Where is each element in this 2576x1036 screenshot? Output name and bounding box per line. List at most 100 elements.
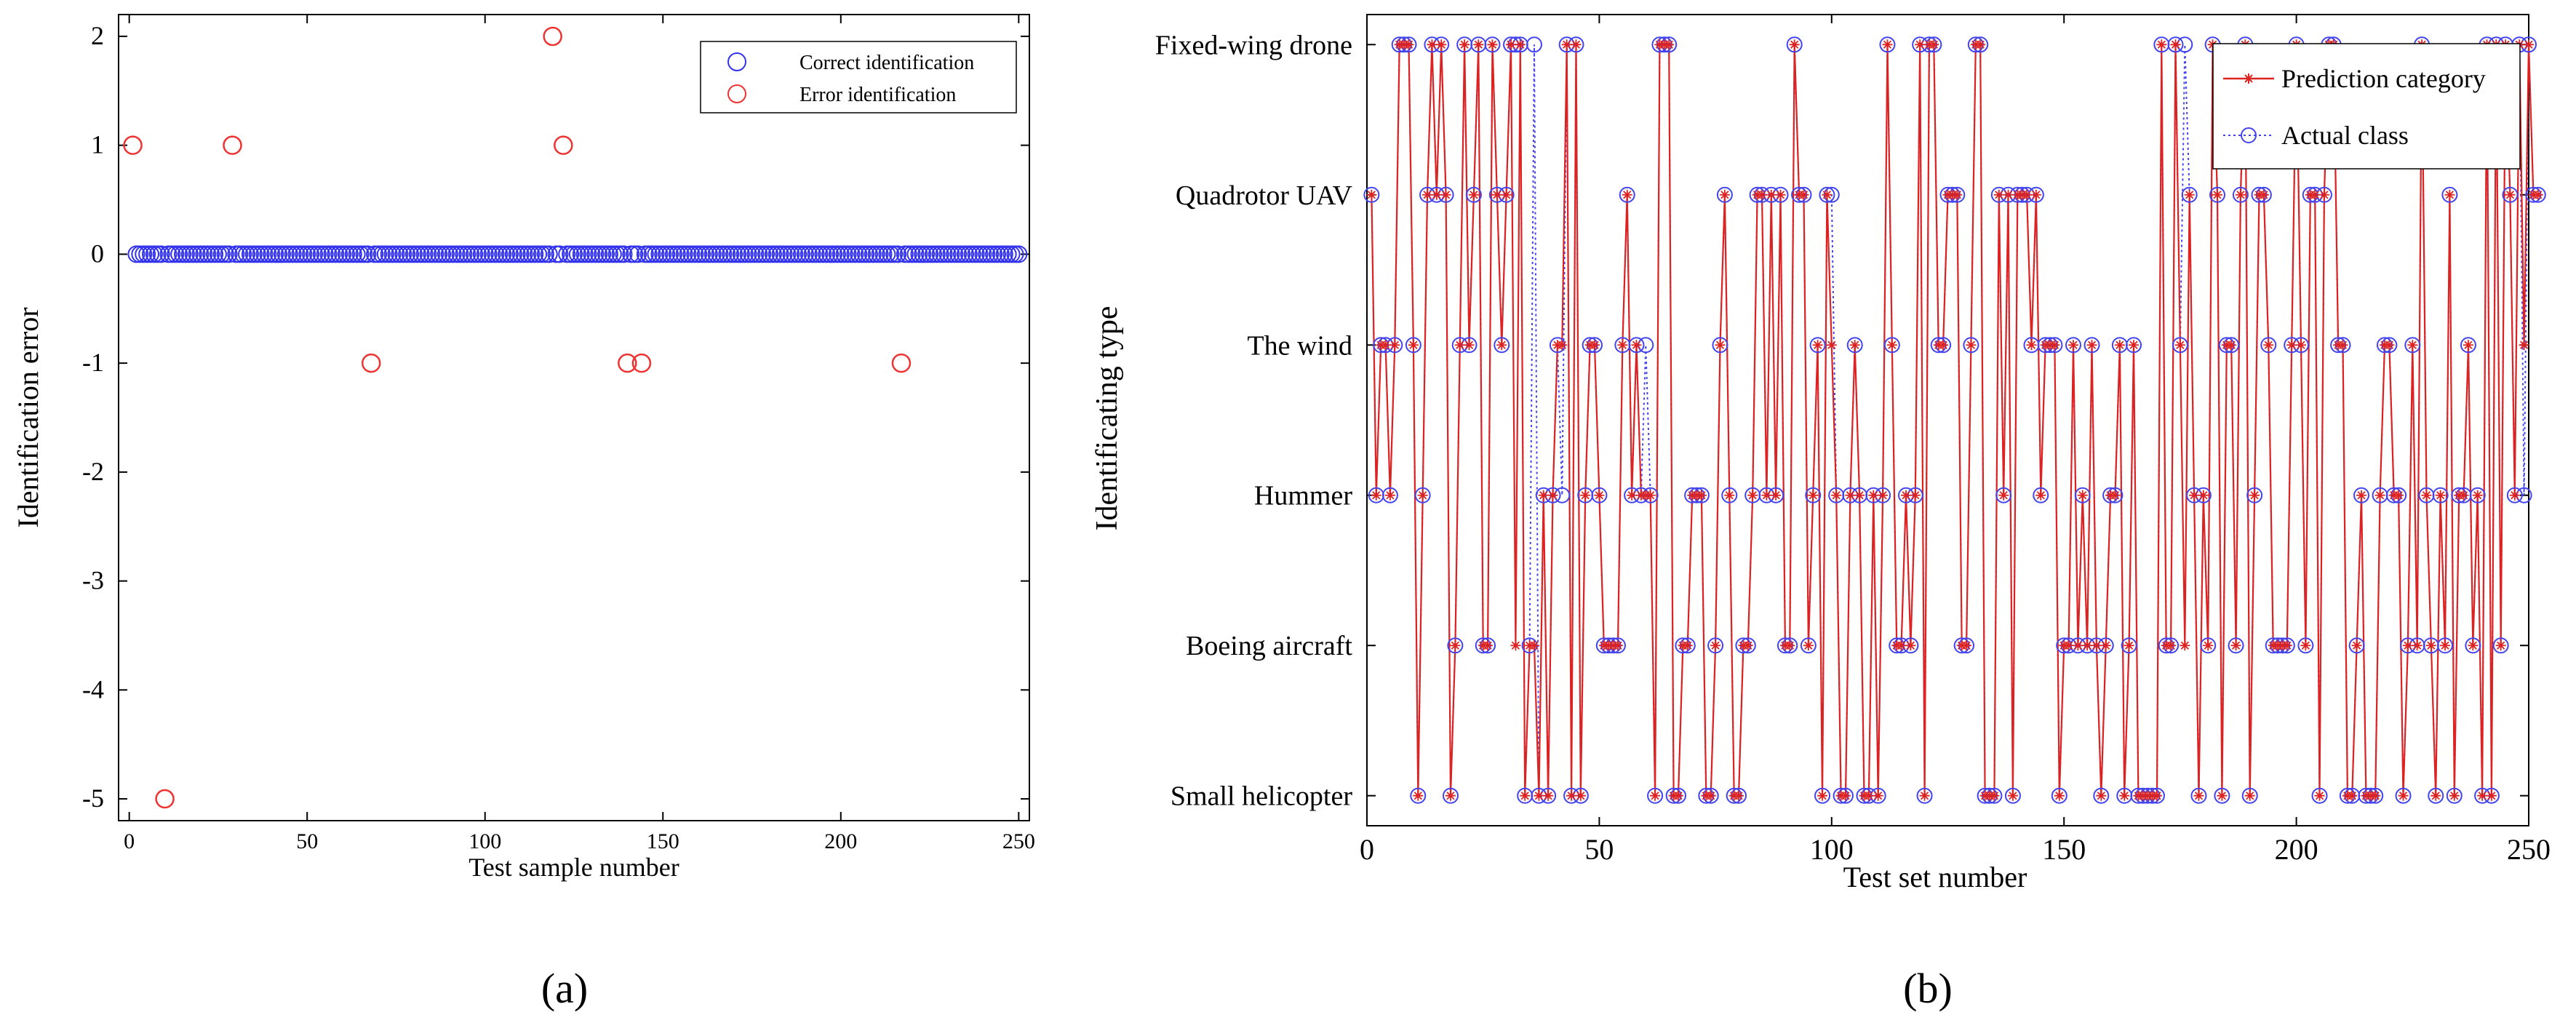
correct-point [551, 245, 569, 263]
prediction-marker [2468, 640, 2479, 651]
correct-point [295, 245, 313, 263]
x-tick-label: 250 [2507, 833, 2551, 866]
actual-class-marker [2181, 186, 2198, 203]
correct-point [515, 245, 533, 263]
correct-point [575, 245, 594, 263]
prediction-marker [1491, 189, 1502, 200]
correct-point [931, 245, 949, 263]
correct-point [867, 245, 885, 263]
prediction-marker [1873, 790, 1883, 801]
actual-class-marker [2209, 186, 2226, 203]
correct-point [479, 245, 498, 263]
prediction-marker [1868, 490, 1879, 501]
correct-point [131, 245, 149, 263]
correct-point [835, 245, 853, 263]
x-axis-label: Test sample number [468, 853, 679, 882]
prediction-marker [2235, 189, 2246, 200]
correct-point [511, 245, 530, 263]
prediction-marker [1454, 340, 1465, 351]
error-point [223, 135, 242, 155]
prediction-marker [1450, 640, 1461, 651]
prediction-marker [1538, 490, 1549, 501]
prediction-marker [1966, 340, 1977, 351]
actual-class-marker [1381, 487, 1398, 503]
correct-point [878, 245, 896, 263]
prediction-marker [2509, 490, 2520, 501]
prediction-marker [2067, 340, 2078, 351]
actual-class-marker [2200, 637, 2217, 654]
actual-class-marker [1800, 637, 1817, 654]
correct-point [490, 245, 509, 263]
correct-point [562, 245, 580, 263]
correct-point [565, 245, 583, 263]
prediction-marker [2030, 189, 2041, 200]
legend-marker-actual [2241, 127, 2257, 143]
actual-class-marker [1707, 637, 1724, 654]
legend-label-actual: Actual class [2281, 121, 2409, 150]
correct-point [864, 245, 882, 263]
correct-point [967, 245, 985, 263]
prediction-marker [2026, 340, 2037, 351]
prediction-marker [1766, 189, 1777, 200]
prediction-marker [1993, 189, 2004, 200]
x-tick-label: 250 [1002, 829, 1035, 853]
correct-point [995, 245, 1013, 263]
prediction-marker [1627, 490, 1638, 501]
y-tick-label: 2 [91, 21, 104, 50]
correct-point [184, 245, 202, 263]
prediction-marker [2472, 490, 2483, 501]
actual-class-marker [2432, 487, 2449, 503]
actual-class-marker [1647, 787, 1664, 804]
prediction-marker [2007, 790, 2018, 801]
prediction-marker [2532, 189, 2543, 200]
correct-point [963, 245, 981, 263]
prediction-marker [1543, 790, 1554, 801]
prediction-marker [2212, 189, 2222, 200]
prediction-marker [1724, 490, 1735, 501]
correct-point [586, 245, 605, 263]
correct-point [796, 245, 814, 263]
correct-point [359, 245, 377, 263]
correct-point [568, 245, 586, 263]
plot-frame-b [1366, 14, 2529, 826]
correct-point [434, 245, 452, 263]
prediction-marker [1789, 39, 1800, 50]
prediction-marker [2351, 640, 2362, 651]
actual-class-marker [1363, 186, 1380, 203]
actual-class-marker [1819, 186, 1835, 203]
prediction-marker [2003, 189, 2014, 200]
correct-point [594, 245, 612, 263]
prediction-marker [1878, 490, 1889, 501]
correct-point [287, 245, 306, 263]
actual-class-marker [1526, 36, 1542, 53]
prediction-marker [2022, 189, 2033, 200]
actual-class-marker [2465, 637, 2481, 654]
correct-point [597, 245, 615, 263]
legend-box-b [2212, 43, 2521, 170]
correct-point [398, 245, 416, 263]
actual-class-marker [2214, 787, 2230, 804]
prediction-marker [2300, 640, 2311, 651]
prediction-marker [2035, 490, 2046, 501]
prediction-marker [2077, 490, 2088, 501]
correct-point [270, 245, 288, 263]
y-category-label: Quadrotor UAV [1176, 180, 1353, 211]
actual-class-marker [2033, 487, 2049, 503]
error-point [543, 26, 562, 47]
error-point [891, 353, 912, 373]
correct-point [786, 245, 804, 263]
actual-class-marker [2167, 36, 2184, 53]
prediction-marker [2073, 640, 2083, 651]
actual-class-marker [1442, 787, 1459, 804]
prediction-marker [2156, 39, 2167, 50]
correct-point [992, 245, 1010, 263]
correct-point [764, 245, 782, 263]
prediction-marker [2124, 640, 2134, 651]
prediction-marker [2166, 640, 2177, 651]
correct-point [921, 245, 939, 263]
correct-point [212, 245, 231, 263]
correct-point [707, 245, 725, 263]
correct-point [600, 245, 618, 263]
actual-class-marker [1995, 487, 2012, 503]
